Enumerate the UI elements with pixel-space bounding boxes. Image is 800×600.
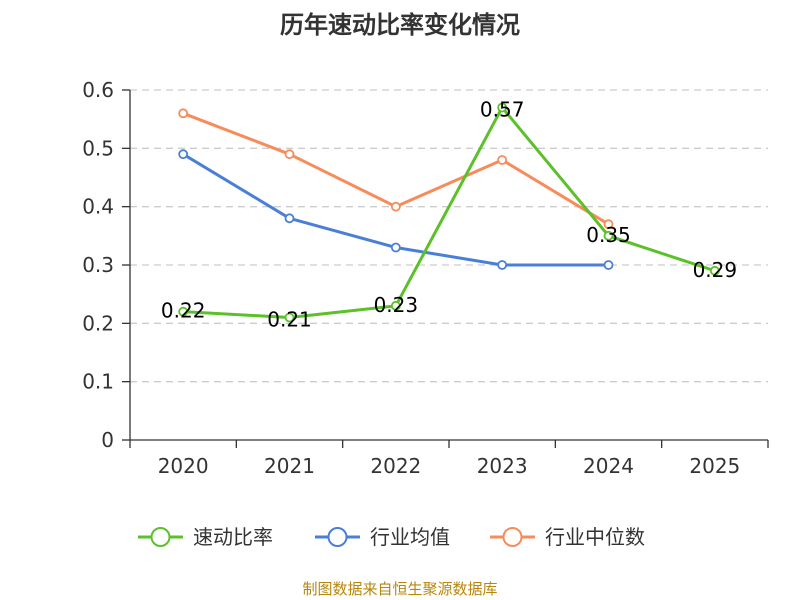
data-point[interactable] bbox=[390, 201, 401, 212]
data-labels: 0.22 0.21 0.23 0.57 0.35 0.29 bbox=[161, 98, 737, 332]
x-tick-label: 2025 bbox=[689, 454, 740, 478]
data-point[interactable] bbox=[178, 306, 189, 317]
grid bbox=[130, 89, 768, 383]
data-point[interactable] bbox=[603, 260, 614, 270]
data-point[interactable] bbox=[390, 242, 401, 253]
source-note: 制图数据来自恒生聚源数据库 bbox=[302, 580, 497, 598]
legend-label: 行业均值 bbox=[370, 525, 450, 549]
data-point[interactable] bbox=[603, 230, 614, 241]
axes: 0 0.1 0.2 0.3 0.4 0.5 0.6 2020 2021 2022 2023 2024 2… bbox=[82, 78, 769, 478]
legend[interactable]: 速动比率 行业均值 行业中位数 bbox=[138, 525, 645, 549]
y-tick-label: 0.3 bbox=[82, 253, 114, 277]
data-point[interactable] bbox=[284, 312, 295, 323]
legend-label: 速动比率 bbox=[193, 525, 273, 549]
data-point[interactable] bbox=[284, 149, 295, 160]
data-label: 0.29 bbox=[693, 258, 738, 282]
data-point[interactable] bbox=[497, 155, 508, 165]
data-point[interactable] bbox=[178, 108, 189, 119]
data-point[interactable] bbox=[284, 213, 295, 224]
legend-label: 行业中位数 bbox=[545, 525, 645, 549]
legend-item[interactable]: 速动比率 bbox=[138, 525, 273, 549]
data-point[interactable] bbox=[603, 219, 614, 230]
series bbox=[178, 102, 720, 323]
x-tick-label: 2023 bbox=[477, 454, 528, 478]
y-tick-label: 0.6 bbox=[82, 78, 114, 102]
legend-item[interactable]: 行业中位数 bbox=[490, 525, 645, 549]
legend-marker bbox=[502, 527, 523, 547]
y-tick-label: 0.1 bbox=[82, 370, 114, 394]
y-tick-label: 0.4 bbox=[82, 195, 114, 219]
y-tick-label: 0 bbox=[101, 428, 114, 452]
series-line bbox=[183, 106, 716, 319]
chart-title: 历年速动比率变化情况 bbox=[280, 11, 520, 39]
data-point[interactable] bbox=[390, 300, 401, 311]
data-point[interactable] bbox=[497, 260, 508, 270]
data-label: 0.23 bbox=[374, 293, 419, 317]
x-tick-label: 2021 bbox=[264, 454, 315, 478]
y-tick-label: 0.5 bbox=[82, 136, 114, 160]
data-point[interactable] bbox=[497, 102, 508, 113]
legend-marker bbox=[327, 527, 348, 547]
x-tick-label: 2022 bbox=[370, 454, 421, 478]
y-tick-label: 0.2 bbox=[82, 311, 114, 335]
data-label: 0.22 bbox=[161, 299, 206, 323]
data-point[interactable] bbox=[709, 265, 720, 276]
data-label: 0.35 bbox=[586, 223, 631, 247]
legend-item[interactable]: 行业均值 bbox=[315, 525, 450, 549]
x-tick-label: 2020 bbox=[158, 454, 209, 478]
x-tick-label: 2024 bbox=[583, 454, 634, 478]
data-label: 0.21 bbox=[267, 308, 312, 332]
data-point[interactable] bbox=[178, 149, 189, 160]
data-label: 0.57 bbox=[480, 98, 525, 122]
legend-marker bbox=[150, 527, 171, 547]
